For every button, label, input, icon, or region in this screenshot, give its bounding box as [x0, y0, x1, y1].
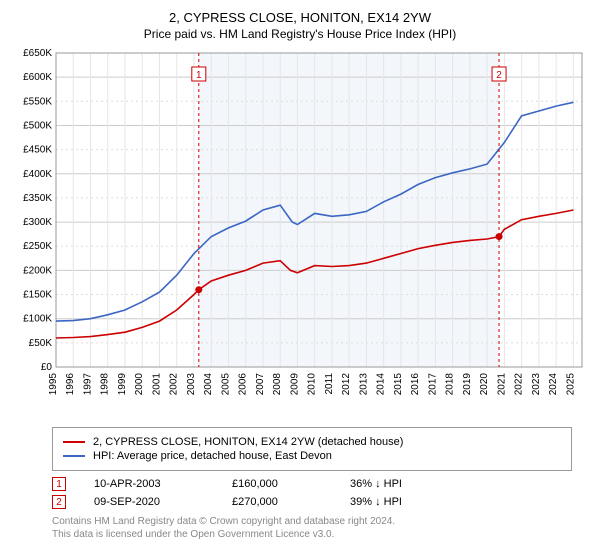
svg-text:£550K: £550K: [23, 96, 52, 107]
svg-text:2006: 2006: [238, 373, 249, 396]
svg-text:2003: 2003: [186, 373, 197, 396]
svg-text:2022: 2022: [514, 373, 525, 396]
svg-text:2016: 2016: [410, 373, 421, 396]
svg-text:1998: 1998: [100, 373, 111, 396]
svg-text:£200K: £200K: [23, 265, 52, 276]
footer-attribution: Contains HM Land Registry data © Crown c…: [52, 515, 590, 541]
svg-text:£500K: £500K: [23, 120, 52, 131]
page-title: 2, CYPRESS CLOSE, HONITON, EX14 2YW: [10, 10, 590, 25]
svg-text:2021: 2021: [496, 373, 507, 396]
svg-text:2: 2: [496, 70, 502, 81]
sales-table: 1 10-APR-2003 £160,000 36% ↓ HPI 2 09-SEP-202…: [52, 477, 590, 509]
svg-text:2013: 2013: [358, 373, 369, 396]
svg-text:1996: 1996: [65, 373, 76, 396]
svg-text:£300K: £300K: [23, 217, 52, 228]
sale-price: £270,000: [232, 496, 322, 508]
svg-text:£100K: £100K: [23, 314, 52, 325]
footer-line: This data is licensed under the Open Gov…: [52, 528, 590, 541]
svg-text:1997: 1997: [82, 373, 93, 396]
svg-text:2000: 2000: [134, 373, 145, 396]
svg-text:2018: 2018: [445, 373, 456, 396]
svg-text:2007: 2007: [255, 373, 266, 396]
legend-label: HPI: Average price, detached house, East…: [93, 450, 332, 462]
svg-text:2023: 2023: [531, 373, 542, 396]
footer-line: Contains HM Land Registry data © Crown c…: [52, 515, 590, 528]
svg-text:2015: 2015: [393, 373, 404, 396]
legend-item: HPI: Average price, detached house, East…: [63, 450, 561, 462]
sale-date: 09-SEP-2020: [94, 496, 204, 508]
legend-swatch: [63, 455, 85, 457]
legend: 2, CYPRESS CLOSE, HONITON, EX14 2YW (det…: [52, 427, 572, 471]
svg-text:2010: 2010: [307, 373, 318, 396]
svg-text:2017: 2017: [427, 373, 438, 396]
svg-text:£50K: £50K: [29, 338, 53, 349]
svg-text:2012: 2012: [341, 373, 352, 396]
legend-label: 2, CYPRESS CLOSE, HONITON, EX14 2YW (det…: [93, 436, 403, 448]
legend-item: 2, CYPRESS CLOSE, HONITON, EX14 2YW (det…: [63, 436, 561, 448]
svg-text:£150K: £150K: [23, 290, 52, 301]
sale-marker: 1: [52, 477, 66, 491]
sale-row: 1 10-APR-2003 £160,000 36% ↓ HPI: [52, 477, 590, 491]
sale-date: 10-APR-2003: [94, 478, 204, 490]
sale-row: 2 09-SEP-2020 £270,000 39% ↓ HPI: [52, 495, 590, 509]
svg-text:2019: 2019: [462, 373, 473, 396]
sale-delta: 36% ↓ HPI: [350, 478, 402, 490]
sale-delta: 39% ↓ HPI: [350, 496, 402, 508]
svg-text:2002: 2002: [169, 373, 180, 396]
sale-price: £160,000: [232, 478, 322, 490]
svg-text:£250K: £250K: [23, 241, 52, 252]
legend-swatch: [63, 441, 85, 443]
svg-text:£350K: £350K: [23, 193, 52, 204]
svg-text:2011: 2011: [324, 373, 335, 395]
page-subtitle: Price paid vs. HM Land Registry's House …: [10, 27, 590, 41]
svg-text:2004: 2004: [203, 373, 214, 396]
sale-marker: 2: [52, 495, 66, 509]
svg-text:1: 1: [196, 70, 202, 81]
svg-text:£600K: £600K: [23, 72, 52, 83]
svg-text:£0: £0: [41, 362, 53, 373]
price-chart: £0 £50K £100K £150K £200K £250K £300K £350K £400…: [10, 49, 590, 419]
svg-text:2009: 2009: [289, 373, 300, 396]
svg-text:£650K: £650K: [23, 49, 52, 59]
svg-text:2025: 2025: [565, 373, 576, 396]
svg-text:£450K: £450K: [23, 145, 52, 156]
svg-text:£400K: £400K: [23, 169, 52, 180]
svg-text:2020: 2020: [479, 373, 490, 396]
svg-text:2008: 2008: [272, 373, 283, 396]
svg-text:2024: 2024: [548, 373, 559, 396]
svg-text:2005: 2005: [220, 373, 231, 396]
svg-text:2001: 2001: [151, 373, 162, 396]
svg-text:1999: 1999: [117, 373, 128, 396]
svg-text:1995: 1995: [48, 373, 59, 396]
svg-text:2014: 2014: [376, 373, 387, 396]
